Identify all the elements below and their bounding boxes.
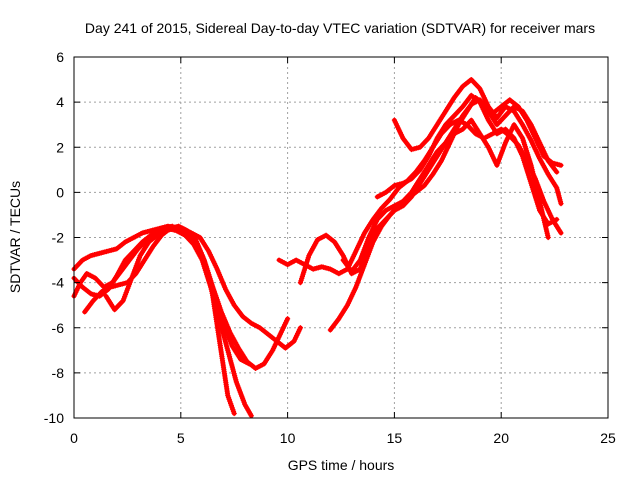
y-tick-label: 0 [56,184,64,200]
series-6 [276,117,564,277]
series-9 [391,76,564,207]
series-markers [82,223,291,371]
series-markers [340,117,551,274]
series-5 [103,225,304,351]
y-tick-label: -6 [52,320,65,336]
x-tick-labels: 0 5 10 15 20 25 [70,430,616,446]
x-tick-label: 10 [280,430,296,446]
series-10 [374,92,560,227]
series-11 [340,117,551,274]
grid [74,57,608,418]
x-tick-label: 25 [600,430,616,446]
y-tick-label: -10 [44,410,64,426]
axis-ticks [73,56,609,419]
series-markers [391,76,564,207]
y-tick-label: 6 [56,49,64,65]
y-tick-label: -2 [52,230,65,246]
x-tick-label: 20 [493,430,509,446]
series-markers [297,97,560,286]
x-tick-label: 5 [177,430,185,446]
x-axis-title: GPS time / hours [288,457,395,473]
x-tick-label: 0 [70,430,78,446]
series-4 [82,223,291,371]
y-tick-label: 4 [56,94,64,110]
y-tick-label: -8 [52,365,65,381]
y-tick-label: -4 [52,275,65,291]
x-tick-label: 15 [387,430,403,446]
series-markers [276,117,564,277]
y-tick-labels: -10 -8 -6 -4 -2 0 2 4 6 [44,49,64,426]
chart-title: Day 241 of 2015, Sidereal Day-to-day VTE… [85,20,595,36]
y-axis-title: SDTVAR / TECUs [7,181,23,293]
y-tick-label: 2 [56,139,64,155]
series-layer [71,76,564,419]
series-markers [103,225,304,351]
series-7 [297,97,560,286]
